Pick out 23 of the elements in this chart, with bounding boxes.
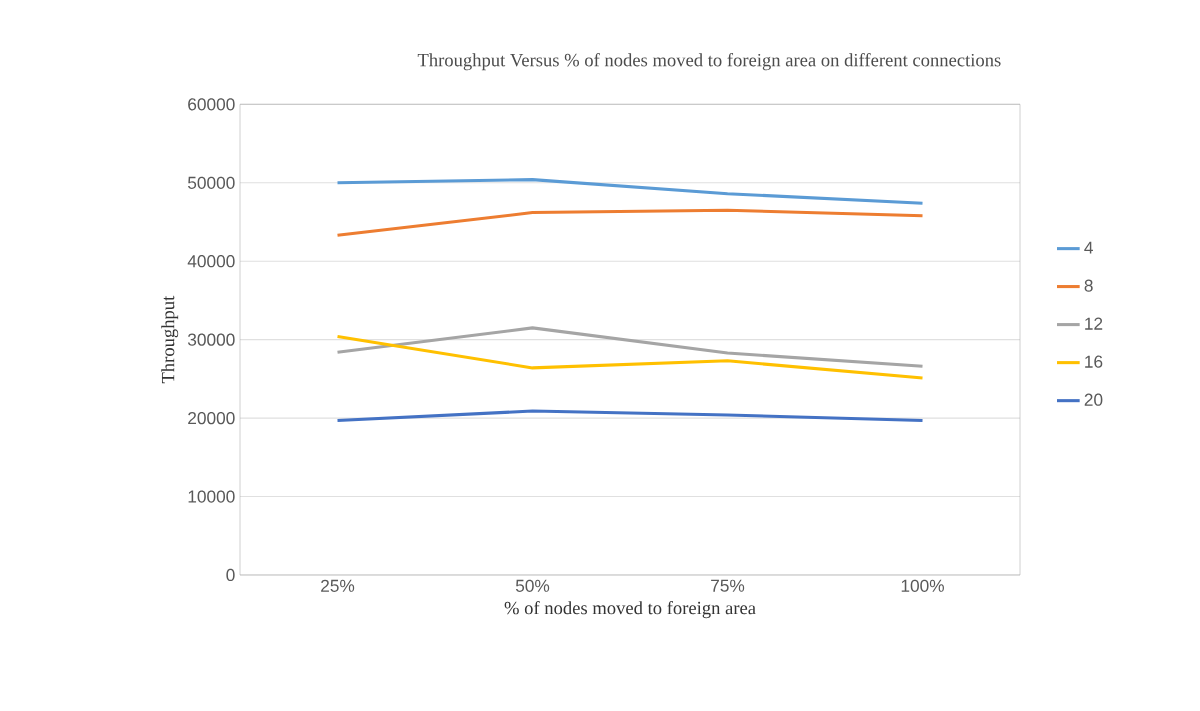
chart-title: Throughput Versus % of nodes moved to foreign area on different connections [417,53,1001,71]
x-axis-title: % of nodes moved to foreign area [504,601,756,619]
y-tick-label: 10000 [188,490,235,503]
line-series [335,334,925,380]
y-tick-label: 60000 [188,98,235,111]
x-tick-label: 75% [711,579,745,592]
legend-label: 16 [1085,355,1103,368]
legend-label: 20 [1084,393,1103,406]
y-tick-label: 40000 [187,255,235,268]
y-tick-label: 30000 [187,333,235,346]
x-tick-label: 100% [901,579,944,592]
y-axis-title: Throughput [161,295,179,384]
legend-label: 12 [1085,317,1103,330]
y-tick-label: 0 [226,568,235,582]
x-tick-label: 25% [321,579,355,592]
x-tick-label: 50% [515,579,550,592]
line-series [335,178,925,205]
legend-label: 8 [1084,279,1093,292]
y-tick-label: 20000 [188,411,235,425]
legend-label: 4 [1084,241,1093,254]
line-series [335,208,925,237]
y-tick-label: 50000 [187,176,235,189]
line-series [335,326,925,368]
